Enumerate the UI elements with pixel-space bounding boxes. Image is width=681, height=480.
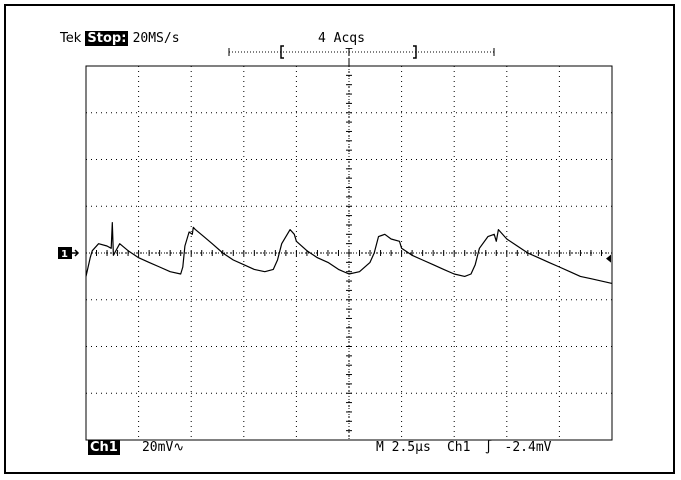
timebase-status: M 2.5µs Ch1 ∫ -2.4mV <box>376 440 552 455</box>
waveform-trace <box>85 222 613 284</box>
ground-ref-label: 1 <box>61 249 68 260</box>
trigger-position-label: T <box>345 46 353 59</box>
waveform-trace-group <box>85 222 613 284</box>
header-status: Tek Stop: 20MS/s <box>60 31 180 46</box>
trigger-slope-icon: ∫ <box>484 440 493 455</box>
record-window-end <box>413 45 417 59</box>
timebase-label: M 2.5µs <box>376 440 431 455</box>
trigger-level: -2.4mV <box>504 440 552 455</box>
graticule <box>85 65 613 441</box>
ground-ref-marker <box>58 247 72 259</box>
sample-rate: 20MS/s <box>132 31 180 46</box>
ground-ref-arrow <box>72 249 80 257</box>
scope-frame <box>4 4 675 474</box>
trigger-level-marker <box>606 254 611 263</box>
acquisition-count: 4 Acqs <box>318 31 365 46</box>
channel-label: Ch1 <box>88 440 120 455</box>
channel-status: Ch1 20mV∿ <box>88 440 184 455</box>
volts-per-div: 20mV <box>141 440 174 455</box>
acquisition-state: Stop: <box>85 31 129 46</box>
record-window-start <box>280 45 284 59</box>
brand-label: Tek <box>60 31 82 46</box>
trigger-source: Ch1 <box>446 440 471 455</box>
overlay-markers: 1T <box>58 45 611 263</box>
coupling-icon: ∿ <box>173 440 185 455</box>
